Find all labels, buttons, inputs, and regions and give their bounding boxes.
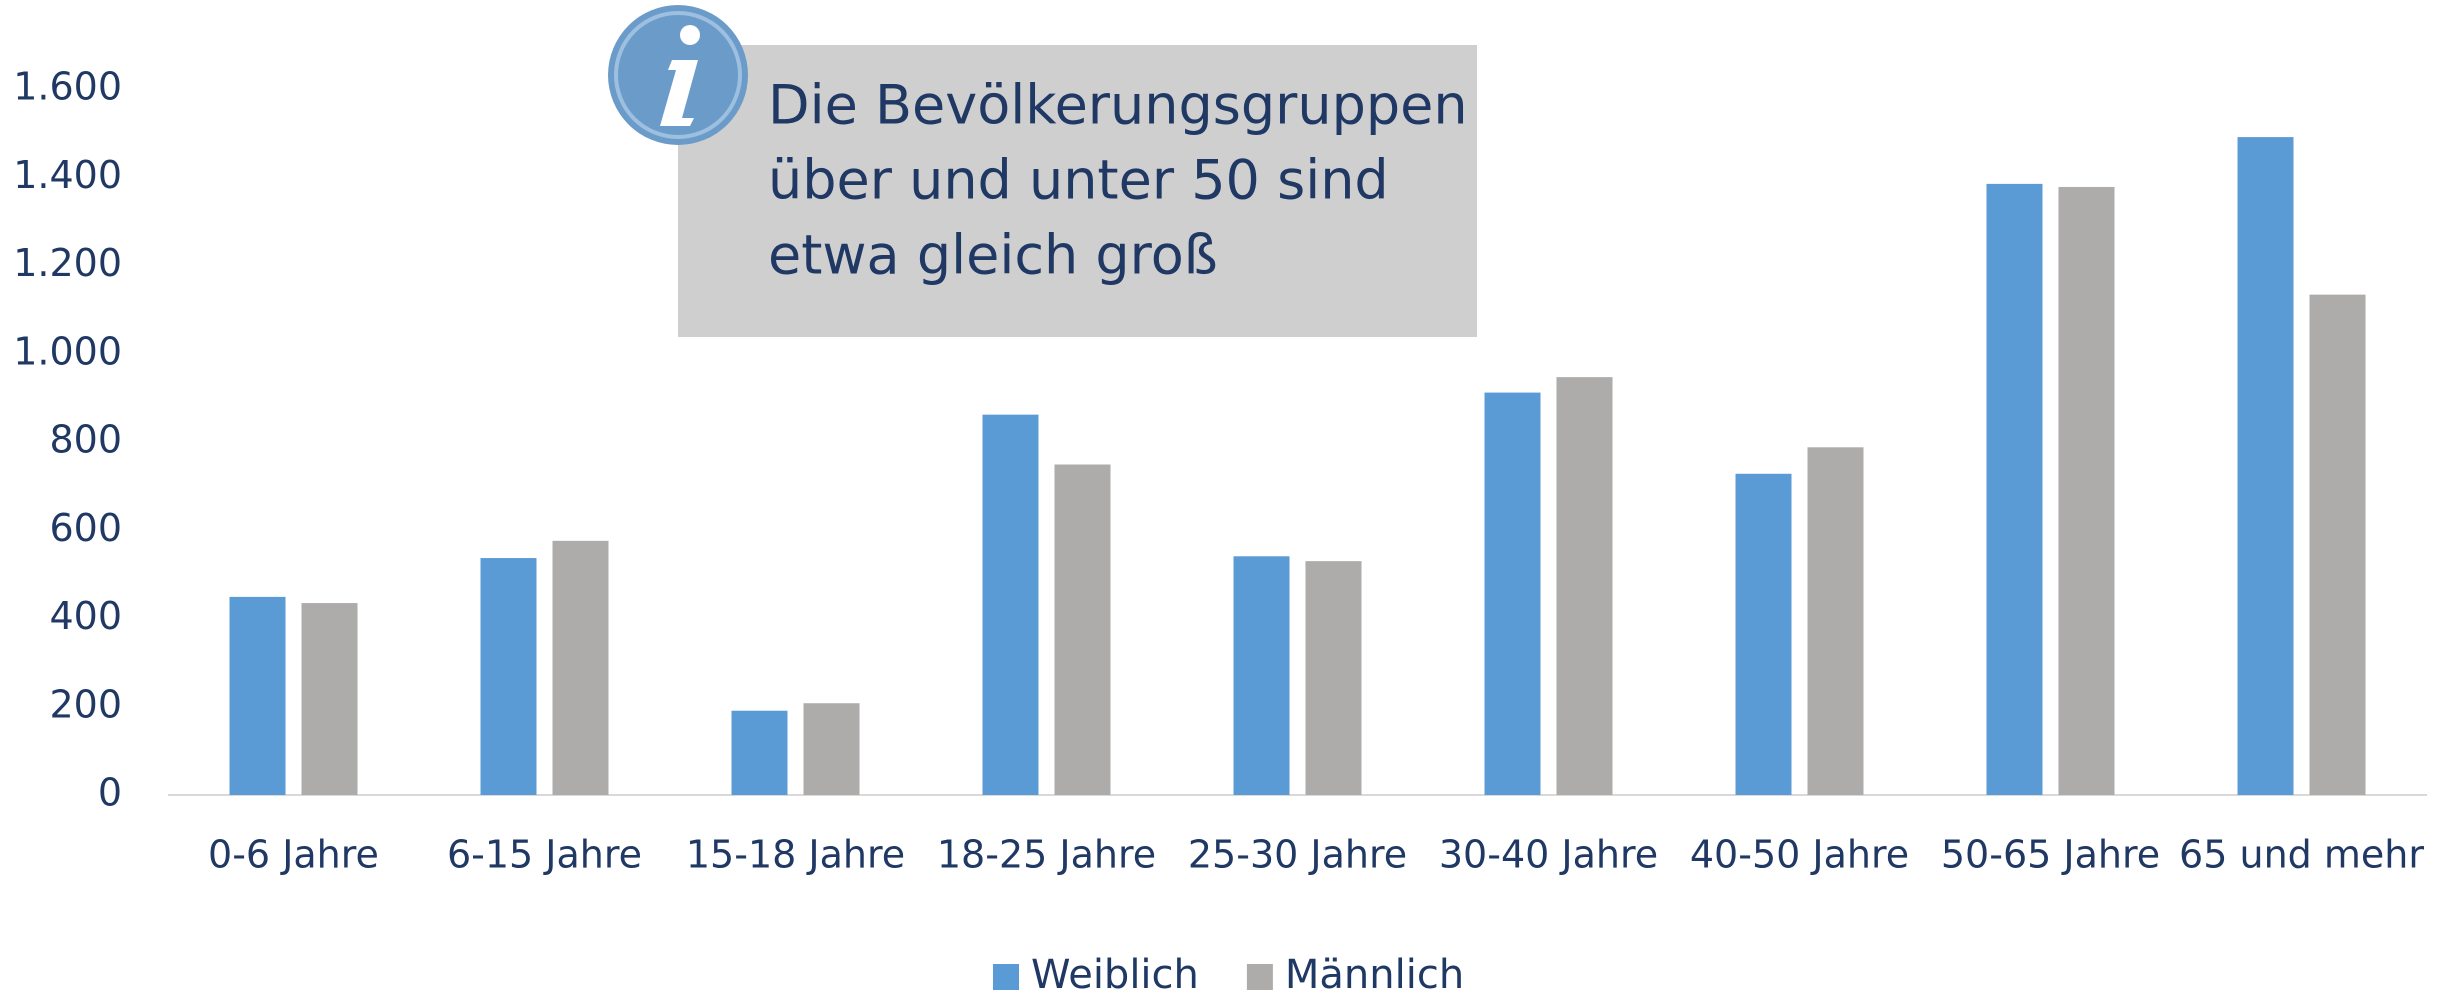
bar — [552, 540, 609, 795]
annotation-text: über und unter 50 sind — [768, 149, 1389, 212]
x-tick-label: 65 und mehr — [2179, 833, 2424, 877]
bar — [1807, 447, 1864, 795]
bar — [480, 558, 537, 795]
bar — [1484, 392, 1541, 795]
y-tick-label: 200 — [49, 682, 122, 726]
info-icon — [608, 5, 748, 145]
bar — [1054, 464, 1111, 795]
bar — [2309, 294, 2366, 795]
bar — [1233, 556, 1290, 795]
x-tick-label: 50-65 Jahre — [1941, 833, 2160, 877]
bar — [1556, 377, 1613, 795]
bar — [731, 710, 788, 795]
x-tick-label: 0-6 Jahre — [208, 833, 379, 877]
x-tick-label: 15-18 Jahre — [686, 833, 905, 877]
y-tick-label: 1.200 — [13, 241, 122, 285]
x-tick-label: 40-50 Jahre — [1690, 833, 1909, 877]
bar — [803, 703, 860, 795]
y-tick-label: 1.600 — [13, 65, 122, 109]
legend-label: Männlich — [1285, 952, 1464, 994]
annotation-text: Die Bevölkerungsgruppen — [768, 74, 1468, 137]
legend-swatch — [993, 964, 1019, 990]
y-tick-label: 800 — [49, 418, 122, 462]
legend-swatch — [1246, 964, 1273, 990]
x-tick-label: 25-30 Jahre — [1188, 833, 1407, 877]
bar — [2058, 186, 2115, 795]
bar — [1986, 183, 2043, 795]
y-tick-label: 600 — [49, 506, 122, 550]
annotation-text: etwa gleich groß — [768, 224, 1218, 287]
annotation-box — [678, 45, 1477, 337]
bar — [301, 603, 358, 795]
x-tick-label: 18-25 Jahre — [937, 833, 1156, 877]
bar — [982, 414, 1039, 795]
x-tick-label: 30-40 Jahre — [1439, 833, 1658, 877]
bar — [1735, 473, 1792, 795]
y-tick-label: 0 — [98, 771, 122, 815]
x-tick-label: 6-15 Jahre — [447, 833, 642, 877]
bar — [229, 596, 286, 795]
bar — [1305, 561, 1362, 795]
legend-label: Weiblich — [1031, 952, 1199, 994]
y-tick-label: 400 — [49, 594, 122, 638]
bar — [2237, 137, 2294, 795]
y-tick-label: 1.400 — [13, 153, 122, 197]
y-tick-label: 1.000 — [13, 329, 122, 373]
